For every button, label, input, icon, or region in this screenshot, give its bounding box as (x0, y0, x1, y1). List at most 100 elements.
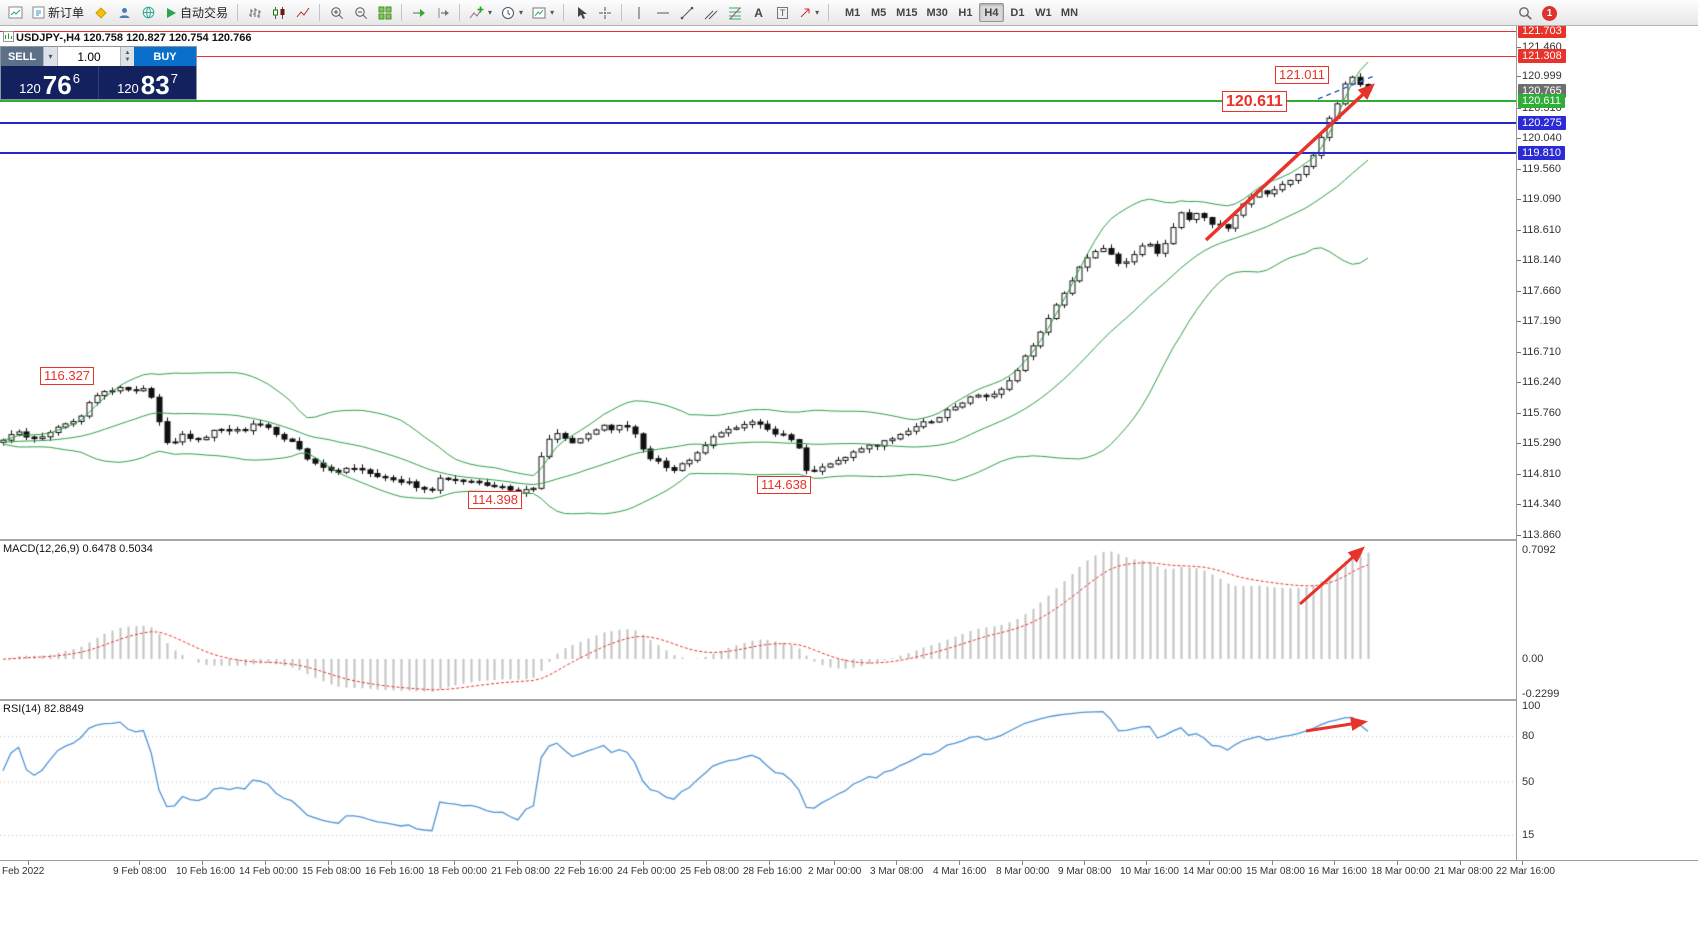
time-label: 14 Mar 00:00 (1183, 866, 1242, 877)
chart-window-icon[interactable] (4, 2, 27, 24)
metaeditor-button[interactable] (89, 2, 112, 24)
time-tick (1272, 861, 1273, 865)
time-label: 16 Feb 16:00 (365, 866, 424, 877)
zoom-in-icon (330, 6, 343, 19)
horizontal-level-line[interactable] (0, 100, 1516, 103)
label-tool-button[interactable]: T (771, 2, 794, 24)
spinner-down-icon[interactable]: ▼ (124, 56, 131, 63)
price-annotation[interactable]: 116.327 (40, 367, 95, 386)
timeframe-button-M30[interactable]: M30 (926, 6, 948, 19)
spinner-up-icon[interactable]: ▲ (124, 49, 131, 56)
dropdown-caret-icon: ▾ (488, 8, 493, 17)
volume-dropdown-icon[interactable]: ▾ (43, 47, 57, 66)
time-label: 3 Mar 08:00 (870, 866, 924, 877)
chart-area[interactable]: 121.460120.999120.510120.040119.560119.0… (0, 24, 1698, 860)
price-annotation[interactable]: 120.611 (1222, 90, 1287, 112)
buy-price-big: 83 (140, 70, 170, 100)
macd-scale-label: 0.7092 (1522, 543, 1556, 556)
arrow-objects-button[interactable]: ▾ (795, 2, 823, 24)
zoom-in-button[interactable] (325, 2, 348, 24)
buy-button[interactable]: BUY (134, 47, 196, 66)
price-axis-label: 118.140 (1522, 253, 1561, 266)
periods-button[interactable]: ▾ (497, 2, 527, 24)
price-annotation[interactable]: 114.638 (757, 476, 812, 494)
indicators-button[interactable]: ▾ (465, 2, 496, 24)
text-tool-button[interactable]: A (747, 2, 770, 24)
crosshair-button[interactable] (593, 2, 616, 24)
tile-windows-button[interactable] (373, 2, 396, 24)
autotrading-button[interactable]: 自动交易 (161, 2, 232, 24)
time-axis[interactable]: Feb 2022 9 Feb 08:00 10 Feb 16:00 14 Feb 00… (0, 860, 1698, 882)
sell-button[interactable]: SELL (1, 47, 43, 66)
volume-input[interactable] (57, 47, 120, 66)
candlestick-chart-button[interactable] (267, 2, 290, 24)
profile-button[interactable] (113, 2, 136, 24)
trendline-button[interactable] (675, 2, 698, 24)
time-tick (28, 861, 29, 865)
search-icon[interactable] (1518, 6, 1533, 21)
price-annotation[interactable]: 121.011 (1275, 66, 1330, 85)
price-axis-label: 115.760 (1522, 406, 1561, 419)
notification-badge[interactable]: 1 (1542, 5, 1557, 21)
panel-separator[interactable] (0, 539, 1698, 541)
vertical-line-button[interactable] (627, 2, 650, 24)
buy-price-prefix: 120 (117, 81, 139, 96)
channel-icon (704, 10, 717, 19)
macd-indicator-canvas[interactable] (0, 541, 1516, 698)
timeframe-button-H4[interactable]: H4 (978, 3, 1004, 22)
price-axis-tick (1517, 382, 1521, 384)
cursor-button[interactable] (569, 2, 592, 24)
time-tick (202, 861, 203, 865)
panel-separator[interactable] (0, 699, 1698, 701)
community-button[interactable] (137, 2, 160, 24)
buy-price-pip: 7 (170, 71, 178, 86)
timeframe-button-W1[interactable]: W1 (1035, 6, 1052, 19)
time-tick (706, 861, 707, 865)
time-tick (769, 861, 770, 865)
auto-scroll-button[interactable] (407, 2, 430, 24)
time-tick (1522, 861, 1523, 865)
templates-button[interactable]: ▾ (528, 2, 558, 24)
time-label: 15 Feb 08:00 (302, 866, 361, 877)
line-chart-icon (296, 7, 309, 17)
price-axis[interactable]: 121.460120.999120.510120.040119.560119.0… (1517, 24, 1698, 860)
zoom-out-button[interactable] (349, 2, 372, 24)
text-tool-icon: A (754, 5, 763, 20)
volume-spinner[interactable]: ▲ ▼ (120, 47, 134, 66)
price-tag: 120.275 (1518, 115, 1566, 130)
price-axis-tick (1517, 229, 1521, 231)
timeframe-button-D1[interactable]: D1 (1010, 6, 1025, 19)
horizontal-level-line[interactable] (0, 55, 1516, 58)
price-chart-canvas[interactable] (0, 26, 1516, 540)
time-label: 9 Mar 08:00 (1058, 866, 1112, 877)
timeframe-button-M15[interactable]: M15 (896, 6, 918, 19)
horizontal-level-line[interactable] (0, 151, 1516, 154)
autotrading-label: 自动交易 (180, 6, 229, 20)
timeframe-button-M1[interactable]: M1 (844, 6, 861, 19)
fibonacci-button[interactable] (723, 2, 746, 24)
buy-price[interactable]: 120 83 7 (98, 66, 196, 99)
channel-button[interactable] (699, 2, 722, 24)
bar-chart-icon (248, 7, 261, 18)
horizontal-level-line[interactable] (0, 121, 1516, 124)
new-order-button[interactable]: 新订单 (28, 2, 88, 24)
horizontal-level-line[interactable] (0, 30, 1516, 32)
bar-chart-button[interactable] (243, 2, 266, 24)
time-label: 2 Mar 00:00 (808, 866, 862, 877)
timeframe-button-M5[interactable]: M5 (870, 6, 887, 19)
time-label: 24 Feb 00:00 (617, 866, 676, 877)
time-tick (1209, 861, 1210, 865)
chart-shift-button[interactable] (431, 2, 454, 24)
line-chart-button[interactable] (291, 2, 314, 24)
sell-price[interactable]: 120 76 6 (1, 66, 98, 99)
price-annotation[interactable]: 114.398 (468, 491, 523, 510)
template-icon (532, 7, 546, 18)
timeframe-button-MN[interactable]: MN (1060, 6, 1079, 19)
horizontal-line-button[interactable] (651, 2, 674, 24)
rsi-indicator-canvas[interactable] (0, 701, 1516, 859)
new-order-label: 新订单 (48, 6, 85, 20)
metaeditor-icon (94, 6, 107, 19)
time-label: 9 Feb 08:00 (113, 866, 167, 877)
one-click-prices: 120 76 6 120 83 7 (1, 66, 196, 99)
timeframe-button-H1[interactable]: H1 (958, 6, 973, 19)
